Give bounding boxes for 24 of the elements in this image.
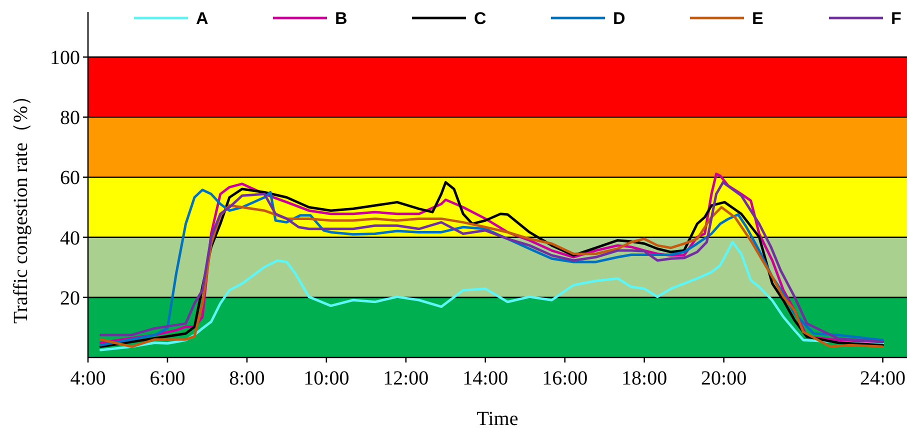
legend-label: D bbox=[613, 9, 626, 28]
legend-label: F bbox=[891, 9, 902, 28]
x-tick-label: 8:00 bbox=[229, 368, 265, 390]
x-axis-title: Time bbox=[476, 408, 518, 430]
x-tick-label: 10:00 bbox=[304, 368, 350, 390]
x-tick-label: 12:00 bbox=[383, 368, 429, 390]
y-tick-label: 60 bbox=[60, 167, 80, 190]
y-axis-title: Traffic congestion rate（%） bbox=[10, 86, 32, 324]
x-tick-label: 6:00 bbox=[150, 368, 186, 390]
legend-label: C bbox=[474, 9, 486, 28]
legend-label: B bbox=[335, 9, 348, 28]
x-tick-label: 4:00 bbox=[70, 368, 106, 390]
x-tick-label: 18:00 bbox=[622, 368, 668, 390]
x-tick-label: 14:00 bbox=[462, 368, 508, 390]
y-tick-label: 20 bbox=[60, 287, 80, 310]
y-tick-label: 80 bbox=[60, 107, 80, 130]
y-tick-label: 40 bbox=[60, 227, 80, 250]
x-tick-label: 24:00 bbox=[860, 368, 906, 390]
x-tick-label: 16:00 bbox=[542, 368, 588, 390]
legend-label: E bbox=[752, 9, 764, 28]
legend-label: A bbox=[196, 9, 208, 28]
y-tick-label: 100 bbox=[50, 47, 80, 70]
x-tick-label: 20:00 bbox=[701, 368, 747, 390]
line-series bbox=[99, 240, 884, 352]
